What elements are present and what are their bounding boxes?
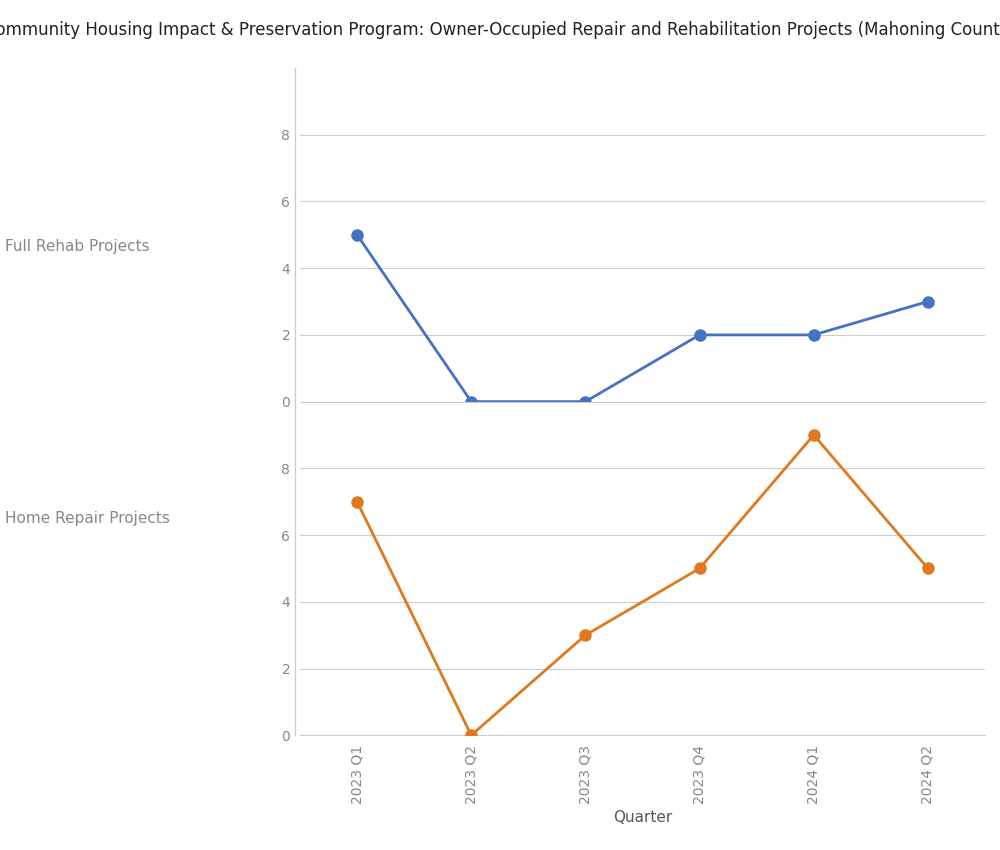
Text: Community Housing Impact & Preservation Program: Owner-Occupied Repair and Rehab: Community Housing Impact & Preservation … xyxy=(0,21,1000,39)
X-axis label: Quarter: Quarter xyxy=(613,810,672,824)
Text: Home Repair Projects: Home Repair Projects xyxy=(5,511,170,526)
Text: Full Rehab Projects: Full Rehab Projects xyxy=(5,239,150,254)
